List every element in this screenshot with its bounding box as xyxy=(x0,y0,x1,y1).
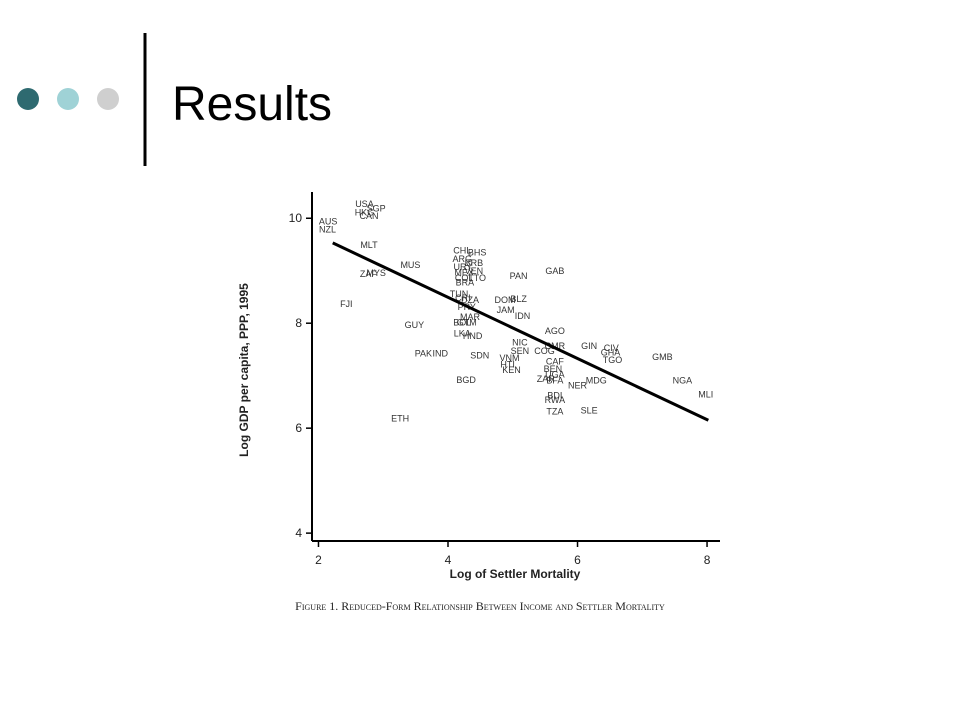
country-point: HKG xyxy=(355,207,375,217)
country-point: KEN xyxy=(502,365,521,375)
x-axis-label: Log of Settler Mortality xyxy=(450,567,581,581)
country-point: SGP xyxy=(367,203,386,213)
country-point: MAR xyxy=(460,312,481,322)
country-point: URY xyxy=(453,262,472,272)
bullet-dot xyxy=(97,88,119,110)
country-point: SEN xyxy=(511,346,530,356)
country-point: CRI xyxy=(455,293,471,303)
x-tick-label: 8 xyxy=(704,553,711,567)
country-point: CAN xyxy=(359,211,378,221)
country-point: NIC xyxy=(512,338,528,348)
y-tick-label: 10 xyxy=(289,211,303,225)
country-point: MLT xyxy=(360,240,378,250)
country-point: BGD xyxy=(456,375,476,385)
country-point: GTM xyxy=(457,318,477,328)
country-point: IDN xyxy=(515,311,531,321)
country-point: BEN xyxy=(544,364,563,374)
country-point: USA xyxy=(355,199,374,209)
slide-title: Results xyxy=(172,78,332,131)
figure-background xyxy=(237,185,733,615)
country-point: FJI xyxy=(340,299,353,309)
country-point: IND xyxy=(432,349,448,359)
country-point: BDI xyxy=(547,391,562,401)
country-point: CMR xyxy=(545,341,566,351)
country-point: HTI xyxy=(500,360,515,370)
country-point: BHS xyxy=(468,247,487,257)
bullet-dot xyxy=(57,88,79,110)
country-point: ZAR xyxy=(537,374,556,384)
country-point: MDG xyxy=(586,375,607,385)
country-point: SLE xyxy=(581,405,598,415)
country-point: DZA xyxy=(461,295,479,305)
country-point: MEX xyxy=(454,267,474,277)
country-point: MUS xyxy=(400,260,420,270)
country-point: GAB xyxy=(545,266,564,276)
country-point: COL xyxy=(455,273,474,283)
country-point: GHA xyxy=(601,348,621,358)
country-point: CAF xyxy=(546,357,565,367)
country-point: TUN xyxy=(450,289,469,299)
country-point: GIN xyxy=(581,341,597,351)
country-point: AGO xyxy=(545,326,565,336)
x-tick-label: 2 xyxy=(315,553,322,567)
country-point: ZAF xyxy=(360,269,378,279)
country-point: CHL xyxy=(453,245,471,255)
country-point: VNM xyxy=(500,353,520,363)
y-tick-label: 8 xyxy=(295,316,302,330)
country-point: TTO xyxy=(468,273,486,283)
country-point: TZA xyxy=(546,406,563,416)
y-axis-label: Log GDP per capita, PPP, 1995 xyxy=(237,283,251,457)
x-tick-label: 4 xyxy=(445,553,452,567)
country-point: MLI xyxy=(698,390,713,400)
country-point: COG xyxy=(534,346,555,356)
figure-caption: Figure 1. Reduced-Form Relationship Betw… xyxy=(295,599,665,613)
y-tick-label: 6 xyxy=(295,421,302,435)
country-point: LKA xyxy=(454,329,471,339)
y-tick-label: 4 xyxy=(295,526,302,540)
country-point: UGA xyxy=(545,370,565,380)
country-point: BRA xyxy=(456,277,475,287)
country-point: PAN xyxy=(510,271,528,281)
country-point: ETH xyxy=(391,414,409,424)
country-point: JAM xyxy=(497,305,515,315)
country-point: DOM xyxy=(494,295,515,305)
country-point: CIV xyxy=(604,343,619,353)
country-point: VEN xyxy=(465,266,484,276)
country-point: NZL xyxy=(319,224,336,234)
country-point: GUY xyxy=(405,320,425,330)
country-point: NER xyxy=(568,381,588,391)
country-point: HND xyxy=(463,331,483,341)
country-point: GMB xyxy=(652,352,673,362)
country-point: AUS xyxy=(319,216,338,226)
trend-line xyxy=(332,241,709,422)
country-point: NGA xyxy=(673,375,693,385)
country-point: MYS xyxy=(366,268,386,278)
country-point: BLZ xyxy=(510,294,527,304)
country-point: BOL xyxy=(453,318,471,328)
country-point: ARG xyxy=(452,254,472,264)
country-point: BRB xyxy=(465,258,484,268)
country-point: SDN xyxy=(470,351,489,361)
country-point: BFA xyxy=(546,375,563,385)
country-point: PAK xyxy=(415,349,432,359)
country-point: RWA xyxy=(545,395,566,405)
bullet-dot xyxy=(17,88,39,110)
country-point: TGO xyxy=(603,355,623,365)
x-tick-label: 6 xyxy=(574,553,581,567)
